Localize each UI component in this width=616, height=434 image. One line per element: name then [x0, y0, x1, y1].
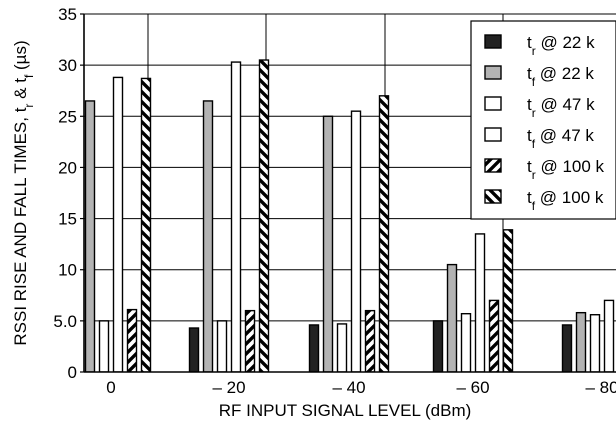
bar-tf-22-k-3 — [448, 265, 457, 372]
bar-tr-47-k-1 — [218, 321, 227, 372]
x-tick-label: – 80 — [585, 378, 616, 397]
legend-swatch — [485, 190, 501, 203]
legend-swatch — [485, 66, 501, 79]
bar-tr-100-k-1 — [246, 311, 255, 372]
bar-tr-47-k-4 — [591, 315, 600, 372]
y-tick-label: 10 — [58, 261, 77, 280]
bar-tf-22-k-4 — [577, 313, 586, 372]
bar-tf-22-k-1 — [204, 101, 213, 372]
bar-tf-47-k-2 — [352, 111, 361, 372]
bar-tr-100-k-3 — [490, 300, 499, 372]
legend-swatch — [485, 97, 501, 110]
svg-text:RSSI RISE AND FALL TIMES, tr &: RSSI RISE AND FALL TIMES, tr & tf (µs) — [11, 40, 36, 345]
bar-tr-100-k-2 — [366, 311, 375, 372]
y-tick-label: 30 — [58, 56, 77, 75]
bar-tf-100-k-1 — [260, 60, 269, 372]
bar-tf-47-k-3 — [476, 234, 485, 372]
y-tick-label: 20 — [58, 158, 77, 177]
bar-tf-100-k-2 — [380, 96, 389, 372]
y-tick-label: 5.0 — [53, 312, 77, 331]
bar-tr-22-k-1 — [190, 328, 199, 372]
bar-tr-47-k-0 — [100, 321, 109, 372]
bar-tf-100-k-3 — [504, 230, 513, 372]
bar-tf-22-k-2 — [324, 116, 333, 372]
bar-tr-100-k-0 — [128, 310, 137, 372]
y-tick-label: 35 — [58, 5, 77, 24]
bar-tf-47-k-4 — [605, 300, 614, 372]
bar-tr-47-k-2 — [338, 324, 347, 372]
x-tick-label: – 40 — [332, 378, 365, 397]
legend-swatch — [485, 159, 501, 172]
y-tick-label: 0 — [68, 363, 77, 382]
legend: tr @ 22 ktf @ 22 ktr @ 47 ktf @ 47 ktr @… — [471, 21, 616, 219]
bar-tf-22-k-0 — [86, 101, 95, 372]
x-axis-title: RF INPUT SIGNAL LEVEL (dBm) — [219, 401, 472, 420]
x-tick-label: – 60 — [456, 378, 489, 397]
bar-tr-47-k-3 — [462, 314, 471, 372]
bar-tf-100-k-0 — [142, 78, 151, 372]
x-tick-label: 0 — [106, 378, 115, 397]
bar-tr-22-k-3 — [434, 321, 443, 372]
bar-tr-22-k-2 — [310, 325, 319, 372]
y-tick-label: 15 — [58, 210, 77, 229]
legend-swatch — [485, 35, 501, 48]
bar-tr-22-k-4 — [563, 325, 572, 372]
bar-tf-47-k-0 — [114, 77, 123, 372]
y-tick-label: 25 — [58, 107, 77, 126]
y-axis-title: RSSI RISE AND FALL TIMES, tr & tf (µs) — [11, 40, 36, 345]
legend-swatch — [485, 128, 501, 141]
bar-tf-47-k-1 — [232, 62, 241, 372]
x-tick-label: – 20 — [212, 378, 245, 397]
